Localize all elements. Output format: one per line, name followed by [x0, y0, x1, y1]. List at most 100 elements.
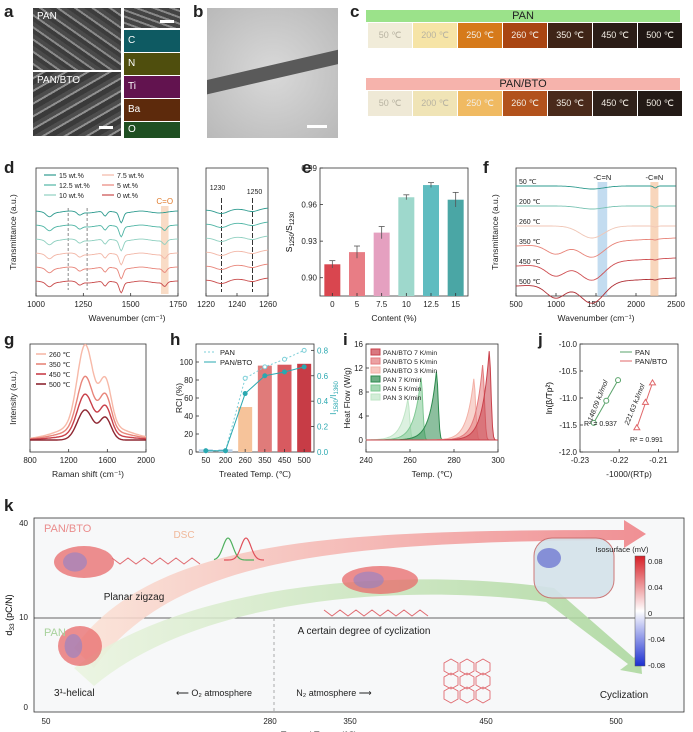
spectrum-line — [205, 263, 269, 270]
eds-map-label: Ti — [128, 81, 136, 92]
colorbar-tick-label: 0.04 — [648, 583, 663, 592]
legend-swatch — [370, 366, 381, 374]
color-swatch: 500 ℃ — [638, 23, 682, 48]
legend-label: 12.5 wt.% — [59, 183, 90, 190]
data-point — [282, 356, 287, 362]
panel-label-h: h — [170, 330, 181, 349]
x-axis-label: Treated Temp. (℃) — [219, 469, 291, 479]
y-axis-label: RCI (%) — [174, 383, 184, 413]
legend-swatch — [370, 348, 381, 356]
x-tick-label: 2000 — [627, 300, 645, 309]
colorbar-title: Isosurface (mV) — [596, 545, 649, 554]
hexagon-ring — [443, 686, 459, 704]
spectrum-line — [30, 393, 147, 441]
data-point — [641, 398, 650, 405]
y-axis-label: S1250/S1230 — [284, 211, 296, 252]
x-tick-label: 260 — [238, 456, 252, 465]
r-squared-label: R² = 0.991 — [630, 437, 663, 444]
spectrum-line — [205, 249, 269, 256]
color-swatch: 50 ℃ — [368, 91, 412, 116]
pan-arrow — [74, 579, 642, 686]
x-tick-label: 5 — [355, 300, 360, 309]
eds-map-label: N — [128, 58, 136, 69]
sem-label-pan: PAN — [37, 11, 57, 22]
x-tick-label: 7.5 — [376, 300, 388, 309]
spectrum-line — [515, 277, 676, 304]
scale-bar — [160, 20, 174, 23]
eds-map-ba: Ba — [124, 99, 180, 121]
eds-map-label: O — [128, 124, 136, 135]
y-axis-label: Transmittance (a.u.) — [8, 194, 18, 270]
panel-label-f: f — [483, 158, 489, 177]
y-tick-label: 4 — [359, 412, 364, 421]
series-label: 350 ℃ — [519, 239, 541, 246]
x-tick-label: 50 — [42, 717, 51, 726]
y-tick-label: 0 — [359, 436, 364, 445]
panel-label-e: e — [302, 158, 312, 177]
bar — [324, 264, 341, 296]
y-tick-label: 0 — [24, 703, 29, 712]
bar — [297, 363, 312, 452]
y-tick-label: 60 — [184, 394, 193, 403]
dsc-curve — [366, 351, 498, 441]
legend-label: PAN 5 K/min — [383, 386, 422, 393]
data-point — [262, 364, 268, 370]
x-tick-label: 280 — [263, 717, 277, 726]
spectrum-line — [205, 207, 269, 214]
helical-label: 3¹-helical — [54, 688, 95, 699]
spectrum-line — [36, 252, 178, 266]
legend-label: PAN/BTO — [635, 357, 667, 366]
swatch-row-title: PAN/BTO — [366, 78, 680, 90]
color-swatch: 450 ℃ — [593, 91, 637, 116]
r-squared-label: R² = 0.937 — [584, 421, 617, 428]
x-tick-label: 50 — [201, 456, 210, 465]
eds-map-c: C — [124, 30, 180, 52]
x-tick-label: 1260 — [259, 300, 277, 309]
x-tick-label: 1500 — [122, 300, 140, 309]
spectrum-line — [205, 221, 269, 228]
y-tick-label-right: 0.4 — [317, 397, 329, 406]
y-axis-label: ln(β/Tp²) — [544, 382, 554, 414]
data-point — [262, 373, 268, 379]
cyclized-molecule-detail — [537, 548, 561, 568]
spectrum-line — [36, 238, 178, 252]
color-swatch: 200 ℃ — [413, 91, 457, 116]
data-point — [301, 347, 307, 353]
panel-label-c: c — [350, 2, 360, 21]
pan-bto-label: PAN/BTO — [44, 523, 92, 535]
data-point — [301, 364, 307, 370]
y-tick-label: 0.99 — [301, 164, 317, 173]
spectrum-line — [205, 235, 269, 242]
data-point — [203, 448, 209, 454]
scale-bar — [652, 128, 670, 131]
hexagon-ring — [475, 658, 491, 676]
hexagon-ring — [459, 686, 475, 704]
sem-image-pan: PAN — [33, 8, 121, 70]
x-axis-label: Wavenumber (cm⁻¹) — [89, 313, 166, 323]
highlight-band — [160, 206, 169, 294]
series-label: 500 ℃ — [519, 279, 541, 286]
x-tick-label: 1750 — [169, 300, 187, 309]
series-line — [205, 366, 305, 452]
pan-bto-molecule-detail — [63, 552, 87, 572]
y-tick-label-right: 0.6 — [317, 372, 329, 381]
eds-map-label: Ba — [128, 104, 141, 115]
colorbar-tick-label: 0.08 — [648, 557, 663, 566]
x-tick-label: 500 — [509, 300, 523, 309]
y-tick-label: -10.0 — [559, 340, 578, 349]
x-tick-label: 2500 — [667, 300, 685, 309]
x-axis-label: -1000/(RTp) — [606, 469, 652, 479]
x-tick-label: -0.23 — [571, 456, 590, 465]
x-axis-label: Raman shift (cm⁻¹) — [52, 469, 124, 479]
x-tick-label: 1000 — [27, 300, 45, 309]
bar — [447, 199, 464, 296]
x-axis-label: Content (%) — [371, 313, 417, 323]
bar — [257, 365, 272, 452]
data-point — [615, 377, 622, 384]
legend-label: 350 ℃ — [49, 362, 71, 369]
y-tick-label: 40 — [184, 412, 193, 421]
x-tick-label: 1250 — [74, 300, 92, 309]
y-axis-label: Intensity (a.u.) — [8, 371, 18, 425]
legend-label: PAN/BTO 7 K/min — [383, 350, 437, 357]
